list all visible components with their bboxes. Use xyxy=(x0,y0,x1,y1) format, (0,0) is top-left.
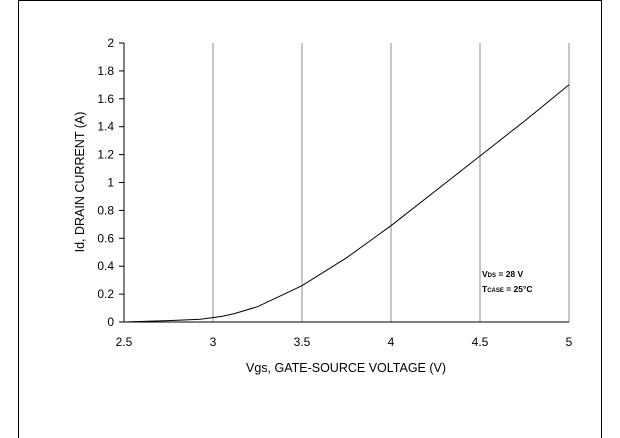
y-tick-label: 0.4 xyxy=(97,259,114,273)
x-tick-label: 3.5 xyxy=(294,335,311,349)
axes xyxy=(119,42,569,323)
drain-current-series-line xyxy=(123,84,570,323)
frame-border-left xyxy=(18,0,19,438)
tick-labels: 2.5 3 3.5 4 4.5 5 0 0.2 0.4 0.6 0.8 1 1.2 1.4 1.6 1.8 2 xyxy=(97,36,572,349)
x-tick-label: 5 xyxy=(566,335,573,349)
y-tick-label: 1 xyxy=(107,176,114,190)
y-tick-label: 1.6 xyxy=(97,92,114,106)
y-tick-label: 0.2 xyxy=(97,287,114,301)
series-layer xyxy=(123,84,570,323)
y-tick-label: 0.6 xyxy=(97,231,114,245)
x-axis-title: Vgs, GATE-SOURCE VOLTAGE (V) xyxy=(246,361,446,375)
frame-border-top xyxy=(18,0,602,1)
y-tick-label: 1.8 xyxy=(97,64,114,78)
y-tick-label: 0.8 xyxy=(97,203,114,217)
y-tick-label: 2 xyxy=(107,36,114,50)
y-tick-label: 1.4 xyxy=(97,120,114,134)
x-tick-label: 4 xyxy=(388,335,395,349)
x-tick-label: 3 xyxy=(210,335,217,349)
y-tick-label: 0 xyxy=(107,315,114,329)
grid-lines xyxy=(123,43,570,322)
x-tick-label: 4.5 xyxy=(472,335,489,349)
x-tick-label: 2.5 xyxy=(116,335,133,349)
y-tick-label: 1.2 xyxy=(97,148,114,162)
y-axis-title: Id, DRAIN CURRENT (A) xyxy=(73,112,87,253)
vds-annotation: VDS = 28 V xyxy=(482,269,524,279)
tcase-annotation: TCASE = 25°C xyxy=(482,284,533,294)
frame-border-right xyxy=(601,0,602,438)
